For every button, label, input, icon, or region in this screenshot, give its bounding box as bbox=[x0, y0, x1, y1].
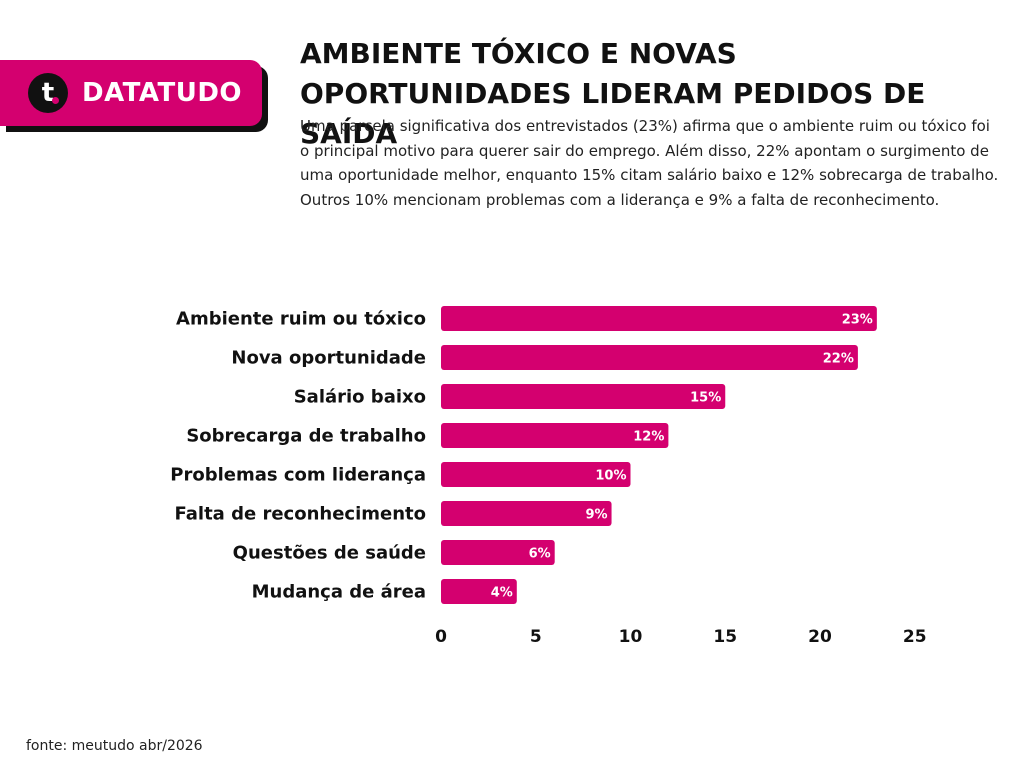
x-tick-label: 5 bbox=[530, 627, 542, 647]
bar bbox=[441, 540, 555, 565]
category-label: Questões de saúde bbox=[233, 543, 426, 564]
x-tick-label: 20 bbox=[808, 627, 832, 647]
category-label: Problemas com liderança bbox=[170, 465, 426, 486]
category-label: Mudança de área bbox=[252, 582, 426, 603]
brand-logo-icon: t bbox=[28, 73, 68, 113]
bar-value-label: 22% bbox=[823, 352, 854, 367]
bar bbox=[441, 345, 858, 370]
bar bbox=[441, 423, 669, 448]
x-tick-label: 25 bbox=[903, 627, 927, 647]
brand-logo-letter: t bbox=[41, 78, 55, 108]
category-label: Falta de reconhecimento bbox=[175, 504, 426, 525]
bar bbox=[441, 579, 517, 604]
bar-value-label: 9% bbox=[585, 508, 607, 523]
page-title: AMBIENTE TÓXICO E NOVAS OPORTUNIDADES LI… bbox=[300, 37, 926, 150]
x-tick-label: 10 bbox=[619, 627, 643, 647]
x-tick-label: 15 bbox=[713, 627, 737, 647]
brand-badge: t DATATUDO bbox=[0, 60, 262, 126]
bar-value-label: 6% bbox=[529, 547, 551, 562]
bar-chart: Ambiente ruim ou tóxico 23% Nova oportunid… bbox=[170, 306, 927, 647]
bar-value-label: 4% bbox=[491, 586, 513, 601]
source-note: fonte: meutudo abr/2026 bbox=[26, 738, 203, 754]
bar-value-label: 12% bbox=[633, 430, 664, 445]
bar bbox=[441, 384, 726, 409]
bar bbox=[441, 501, 612, 526]
category-label: Salário baixo bbox=[294, 387, 426, 408]
category-label: Sobrecarga de trabalho bbox=[186, 426, 426, 447]
x-tick-label: 0 bbox=[435, 627, 447, 647]
category-label: Ambiente ruim ou tóxico bbox=[176, 309, 426, 330]
bar-value-label: 15% bbox=[690, 391, 721, 406]
page-subtitle: Uma parcela significativa dos entrevista… bbox=[300, 117, 999, 209]
category-label: Nova oportunidade bbox=[231, 348, 426, 369]
bar-value-label: 10% bbox=[595, 469, 626, 484]
brand-name: DATATUDO bbox=[82, 78, 243, 108]
bar bbox=[441, 306, 877, 331]
bar bbox=[441, 462, 631, 487]
bar-value-label: 23% bbox=[842, 313, 873, 328]
